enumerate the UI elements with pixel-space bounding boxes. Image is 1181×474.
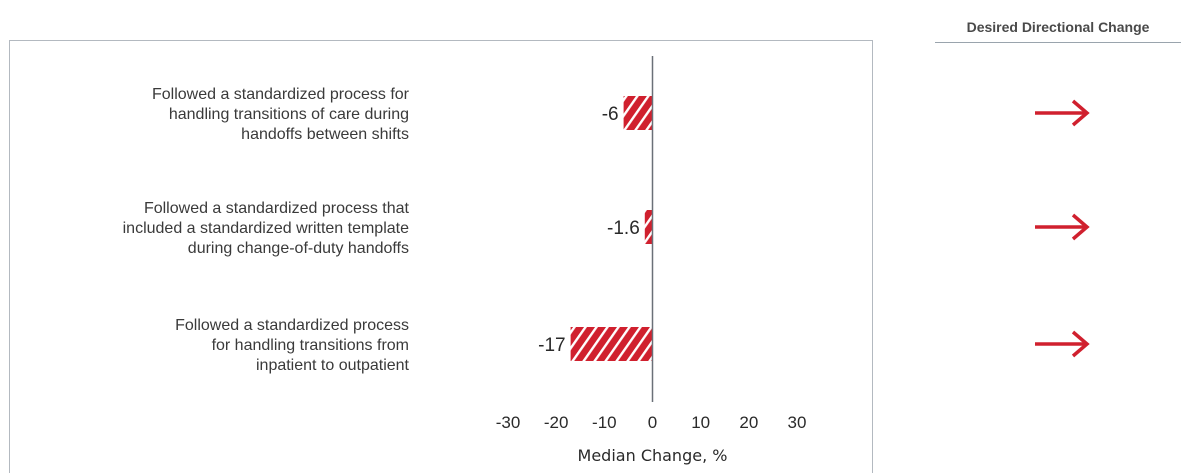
bar-3 (570, 327, 653, 361)
category-label-line: inpatient to outpatient (256, 357, 410, 374)
arrow-head (1071, 213, 1090, 241)
x-tick-label: 30 (788, 413, 807, 432)
chart-frame (9, 40, 873, 473)
category-label-line: included a standardized written template (123, 220, 409, 237)
desired-directional-change-header: Desired Directional Change (966, 19, 1150, 35)
right-arrow-icon (1035, 99, 1090, 127)
header-divider (935, 42, 1181, 43)
category-label-2: Followed a standardized process that incl… (123, 200, 410, 257)
category-label-line: handoffs between shifts (241, 126, 409, 143)
arrow-head (1071, 330, 1090, 358)
arrows-group (1035, 99, 1090, 358)
category-label-line: for handling transitions from (212, 337, 409, 354)
right-arrow-icon (1035, 213, 1090, 241)
axis-group: -30 -20 -10 0 10 20 30 Median Change, % (496, 56, 807, 465)
category-label-line: Followed a standardized process that (144, 200, 410, 217)
right-arrow-icon (1035, 330, 1090, 358)
x-tick-label: -10 (592, 413, 617, 432)
category-label-3: Followed a standardized process for handl… (175, 317, 409, 374)
bar-value-label: -1.6 (607, 218, 640, 239)
category-label-line: Followed a standardized process for (152, 86, 410, 103)
x-tick-label: 0 (648, 413, 657, 432)
bar-1 (623, 96, 653, 130)
x-tick-label: 10 (691, 413, 710, 432)
category-label-line: during change-of-duty handoffs (188, 240, 409, 257)
category-label-line: handling transitions of care during (169, 106, 409, 123)
bar-value-label: -6 (602, 104, 619, 125)
x-axis-title: Median Change, % (578, 446, 728, 465)
x-tick-label: -20 (544, 413, 569, 432)
category-label-1: Followed a standardized process for handl… (152, 86, 410, 143)
arrow-head (1071, 99, 1090, 127)
labels-group: -6 -1.6 -17 Followed a standardized process… (123, 86, 640, 374)
x-tick-label: 20 (739, 413, 758, 432)
x-tick-label: -30 (496, 413, 521, 432)
category-label-line: Followed a standardized process (175, 317, 409, 334)
bar-2 (644, 210, 653, 244)
bar-value-label: -17 (538, 335, 565, 356)
bars-group (570, 96, 653, 361)
